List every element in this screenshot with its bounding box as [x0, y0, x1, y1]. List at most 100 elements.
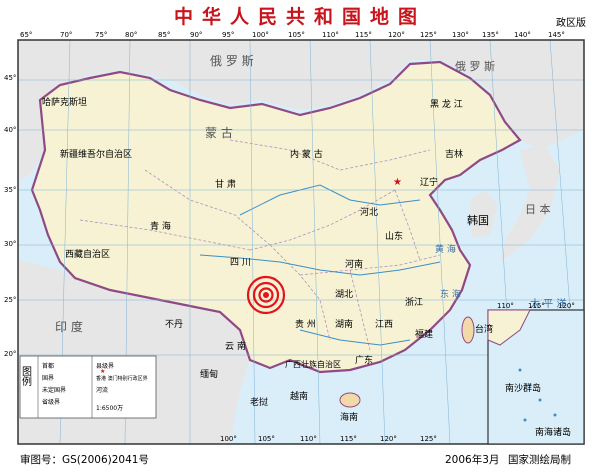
- label-heilongjiang: 黑 龙 江: [430, 100, 463, 110]
- lon-label: 105°: [288, 31, 305, 39]
- inset-lon-label: 115°: [528, 302, 545, 310]
- map-frame: [17, 39, 585, 445]
- japan-land: [500, 145, 560, 262]
- label-liaoning: 辽宁: [420, 178, 439, 188]
- korea-land: [470, 190, 498, 238]
- lon-label: 140°: [514, 31, 531, 39]
- china-land[interactable]: [30, 60, 522, 374]
- lon-label: 120°: [380, 435, 397, 443]
- label-pacific: 太 平 洋: [530, 299, 567, 310]
- label-nansha: 南沙群岛: [505, 384, 542, 394]
- lat-label: 35°: [4, 186, 17, 194]
- lon-label: 115°: [355, 31, 372, 39]
- lon-label: 125°: [420, 31, 437, 39]
- label-bhutan: 不丹: [165, 320, 184, 330]
- label-hebei: 河北: [360, 208, 379, 218]
- label-tibet: 西藏自治区: [65, 250, 111, 260]
- lat-label: 30°: [4, 240, 17, 248]
- label-myanmar: 缅甸: [200, 370, 219, 380]
- label-xinjiang: 新疆维吾尔自治区: [60, 150, 133, 160]
- lon-label: 120°: [388, 31, 405, 39]
- label-japan: 日 本: [525, 203, 551, 216]
- lon-label: 125°: [420, 435, 437, 443]
- lon-label: 100°: [220, 435, 237, 443]
- lon-label: 95°: [222, 31, 235, 39]
- legend-item-scale: 1:6500万: [96, 405, 124, 412]
- north-neighbor-land: [18, 40, 584, 150]
- legend-item-sar: 香港 澳门特别行政区界: [96, 376, 148, 382]
- label-shandong: 山东: [385, 232, 404, 242]
- legend-item-undetermined: 未定国界: [42, 387, 67, 394]
- label-korea: 韩国: [467, 214, 489, 227]
- lat-label: 20°: [4, 350, 17, 358]
- lat-label: 25°: [4, 296, 17, 304]
- label-eastsea: 东 海: [440, 290, 461, 300]
- lon-label: 65°: [20, 31, 33, 39]
- inset-lon-label: 110°: [497, 302, 514, 310]
- label-zhejiang: 浙江: [405, 298, 424, 308]
- west-neighbor-land: [18, 100, 45, 180]
- lat-label: 45°: [4, 74, 17, 82]
- label-jilin: 吉林: [445, 150, 464, 160]
- label-taiwan: 台湾: [475, 325, 494, 335]
- label-qinghai: 青 海: [150, 222, 171, 232]
- label-henan: 河南: [345, 260, 364, 270]
- lon-label: 105°: [258, 435, 275, 443]
- label-russia-east: 俄 罗 斯: [455, 60, 495, 73]
- label-hubei: 湖北: [335, 290, 354, 300]
- lon-label: 115°: [340, 435, 357, 443]
- label-sichuan: 四 川: [230, 258, 251, 268]
- label-laos: 老挝: [250, 398, 269, 408]
- label-hunan: 湖南: [335, 320, 354, 330]
- south-sea-inset[interactable]: [487, 309, 585, 445]
- label-jiangxi: 江西: [375, 320, 394, 330]
- label-yunnan: 云 南: [225, 342, 246, 352]
- lon-label: 100°: [252, 31, 269, 39]
- svg-text:★: ★: [100, 368, 105, 375]
- label-yellowsea: 黄 海: [435, 245, 456, 255]
- legend-box: ★: [19, 355, 157, 419]
- legend-item-capital: 首都: [42, 363, 55, 370]
- hainan-island[interactable]: [339, 392, 361, 408]
- lon-label: 135°: [482, 31, 499, 39]
- lon-label: 110°: [322, 31, 339, 39]
- legend-item-province: 省级界: [42, 399, 61, 406]
- label-guangxi: 广西壮族自治区: [285, 360, 341, 369]
- label-mongolia: 蒙 古: [205, 126, 233, 140]
- epicenter-marker[interactable]: [246, 275, 286, 315]
- lon-label: 90°: [190, 31, 203, 39]
- lon-label: 145°: [548, 31, 565, 39]
- label-guizhou: 贵 州: [295, 320, 316, 330]
- capital-star-icon: ★: [393, 177, 402, 188]
- approval-number: 审图号：GS(2006)2041号: [20, 454, 149, 466]
- legend-title: 图例: [22, 367, 32, 388]
- taiwan-island[interactable]: [461, 316, 475, 344]
- publish-date: 2006年3月: [445, 454, 500, 466]
- label-fujian: 福建: [415, 330, 434, 340]
- label-russia: 俄 罗 斯: [210, 54, 254, 68]
- legend-item-county: 县级界: [96, 363, 115, 370]
- label-india: 印 度: [55, 320, 83, 334]
- lon-label: 85°: [158, 31, 171, 39]
- label-kazakhstan: 哈萨克斯坦: [42, 98, 88, 108]
- lon-label: 75°: [95, 31, 108, 39]
- label-inset: 南海诸岛: [535, 428, 572, 438]
- edition-badge: 政区版: [556, 18, 586, 29]
- label-neimenggu: 内 蒙 古: [290, 150, 323, 160]
- lon-label: 110°: [300, 435, 317, 443]
- legend-item-river: 河流: [96, 387, 109, 394]
- lon-label: 80°: [125, 31, 138, 39]
- inset-lon-label: 120°: [558, 302, 575, 310]
- rivers: [199, 184, 441, 346]
- publisher: 国家测绘局制: [508, 454, 571, 466]
- label-hainan: 海南: [340, 413, 359, 423]
- label-gansu: 甘 肃: [215, 180, 236, 190]
- lat-label: 40°: [4, 126, 17, 134]
- lon-label: 130°: [452, 31, 469, 39]
- lon-label: 70°: [60, 31, 73, 39]
- legend-item-border: 国界: [42, 375, 55, 382]
- label-guangdong: 广东: [355, 356, 374, 366]
- label-vietnam: 越南: [290, 392, 309, 402]
- map-title: 中华人民共和国地图: [173, 6, 426, 28]
